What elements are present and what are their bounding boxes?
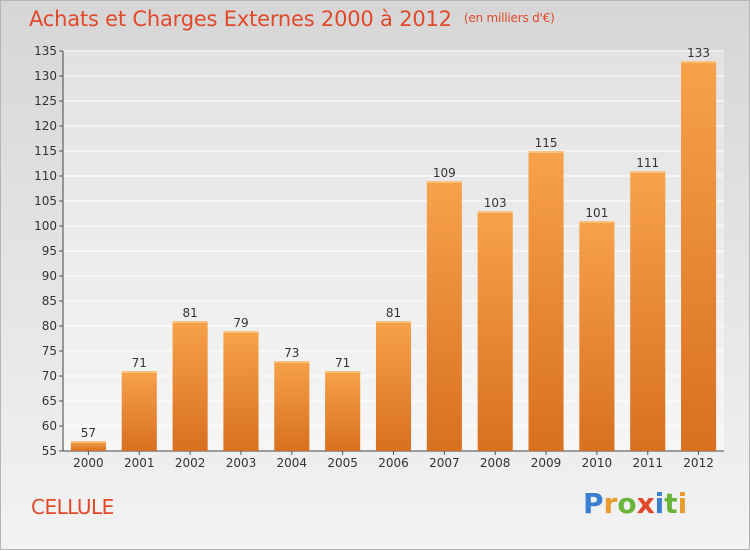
- bar: [274, 361, 310, 451]
- y-tick-label: 70: [42, 369, 57, 383]
- data-label: 133: [687, 46, 710, 60]
- data-label: 73: [284, 346, 299, 360]
- x-tick-label: 2012: [683, 456, 714, 470]
- y-tick-label: 135: [34, 44, 57, 58]
- y-tick-label: 55: [42, 444, 57, 458]
- x-tick-label: 2011: [632, 456, 663, 470]
- data-label: 109: [433, 166, 456, 180]
- commune-name: CELLULE: [31, 495, 114, 519]
- y-tick-label: 120: [34, 119, 57, 133]
- data-label: 71: [132, 356, 147, 370]
- x-tick-label: 2005: [327, 456, 358, 470]
- bar: [375, 321, 412, 451]
- y-tick-label: 110: [34, 169, 57, 183]
- y-tick-label: 100: [34, 219, 57, 233]
- x-tick-label: 2008: [480, 456, 511, 470]
- y-tick-label: 90: [42, 269, 57, 283]
- data-label: 81: [182, 306, 197, 320]
- x-tick-label: 2004: [277, 456, 308, 470]
- x-tick-label: 2007: [429, 456, 460, 470]
- logo-letter: i: [654, 487, 665, 520]
- bar: [223, 331, 259, 451]
- chart-title-text: Achats et Charges Externes 2000 à 2012: [29, 7, 452, 31]
- x-tick-label: 2009: [531, 456, 562, 470]
- logo-letter: r: [603, 487, 618, 520]
- x-tick-label: 2002: [175, 456, 206, 470]
- logo-letter: i: [677, 487, 688, 520]
- x-tick-label: 2010: [582, 456, 613, 470]
- logo-letter: o: [617, 487, 637, 520]
- data-label: 79: [233, 316, 248, 330]
- chart-title: Achats et Charges Externes 2000 à 2012 (e…: [29, 7, 555, 31]
- y-tick-label: 85: [42, 294, 57, 308]
- y-tick-label: 60: [42, 419, 57, 433]
- y-tick-label: 115: [34, 144, 57, 158]
- data-label: 101: [585, 206, 608, 220]
- data-label: 115: [535, 136, 558, 150]
- x-tick-label: 2006: [378, 456, 409, 470]
- data-label: 103: [484, 196, 507, 210]
- bar: [528, 151, 564, 451]
- y-tick-label: 130: [34, 69, 57, 83]
- bar: [579, 221, 615, 451]
- logo-letter: P: [583, 487, 604, 520]
- chart-unit-label: (en milliers d'€): [463, 11, 555, 25]
- logo-letter: t: [664, 487, 678, 520]
- y-tick-label: 80: [42, 319, 57, 333]
- data-label: 111: [636, 156, 659, 170]
- bar: [121, 371, 157, 451]
- data-label: 81: [386, 306, 401, 320]
- y-tick-label: 75: [42, 344, 57, 358]
- x-tick-label: 2000: [73, 456, 104, 470]
- y-tick-label: 95: [42, 244, 57, 258]
- proxiti-logo: Proxiti: [583, 487, 687, 520]
- bar: [172, 321, 208, 451]
- y-tick-label: 125: [34, 94, 57, 108]
- logo-letter: x: [636, 487, 655, 520]
- data-label: 71: [335, 356, 350, 370]
- bar: [325, 371, 361, 451]
- y-tick-label: 105: [34, 194, 57, 208]
- bar: [426, 181, 462, 451]
- y-tick-label: 65: [42, 394, 57, 408]
- bar: [630, 171, 666, 451]
- bar: [477, 211, 513, 451]
- x-tick-label: 2001: [124, 456, 155, 470]
- data-label: 57: [81, 426, 96, 440]
- x-tick-label: 2003: [226, 456, 257, 470]
- bar: [681, 61, 717, 451]
- bar: [70, 441, 106, 451]
